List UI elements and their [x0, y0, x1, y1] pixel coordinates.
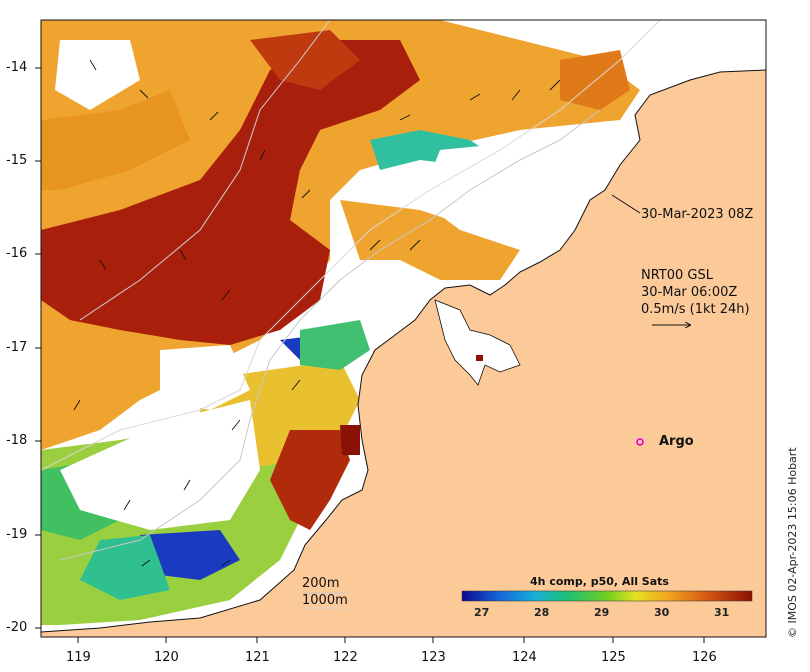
plot-frame: [40, 19, 767, 638]
argo-label: Argo: [659, 434, 694, 449]
colorbar-tick: 30: [654, 606, 670, 619]
current-source-label: NRT00 GSL: [641, 268, 713, 283]
isobath-line-200: [59, 109, 601, 561]
lat-tick-label: -14: [6, 60, 28, 75]
current-scale-label: 0.5m/s (1kt 24h): [641, 302, 750, 317]
lat-tick-label: -15: [6, 153, 28, 168]
lon-tick-label: 119: [66, 650, 91, 665]
land-mass: [41, 69, 766, 637]
argo-marker[interactable]: [636, 438, 644, 446]
lat-tick-label: -19: [6, 527, 28, 542]
isobath-line-1000: [41, 20, 661, 471]
isobath-line-deep: [79, 20, 331, 321]
colorbar: [461, 590, 753, 602]
colorbar-tick: 29: [594, 606, 610, 619]
lon-tick-label: 123: [421, 650, 446, 665]
lat-tick-label: -18: [6, 433, 28, 448]
lat-tick-label: -20: [6, 620, 28, 635]
lon-tick-label: 125: [601, 650, 626, 665]
timestamp-pointer: [611, 194, 641, 214]
colorbar-tick: 27: [474, 606, 490, 619]
lat-tick-label: -17: [6, 340, 28, 355]
colorbar-tick: 31: [714, 606, 730, 619]
x-axis-ticks: [77, 637, 705, 643]
lon-tick-label: 124: [512, 650, 537, 665]
credit-label: © IMOS 02-Apr-2023 15:06 Hobart: [786, 447, 799, 638]
lon-tick-label: 121: [245, 650, 270, 665]
island-red: [476, 355, 483, 361]
lon-tick-label: 126: [692, 650, 717, 665]
sst-field: [41, 20, 760, 625]
gulf-inlet: [434, 299, 521, 386]
lon-tick-label: 122: [333, 650, 358, 665]
current-time-label: 30-Mar 06:00Z: [641, 285, 738, 300]
colorbar-title: 4h comp, p50, All Sats: [530, 575, 669, 588]
isobath-200-label: 200m: [302, 576, 340, 591]
lon-tick-label: 120: [154, 650, 179, 665]
colorbar-tick: 28: [534, 606, 550, 619]
lat-tick-label: -16: [6, 246, 28, 261]
y-axis-ticks: [35, 67, 41, 629]
current-vectors: [73, 59, 561, 567]
isobath-1000-label: 1000m: [302, 593, 348, 608]
timestamp-label: 30-Mar-2023 08Z: [641, 207, 754, 222]
